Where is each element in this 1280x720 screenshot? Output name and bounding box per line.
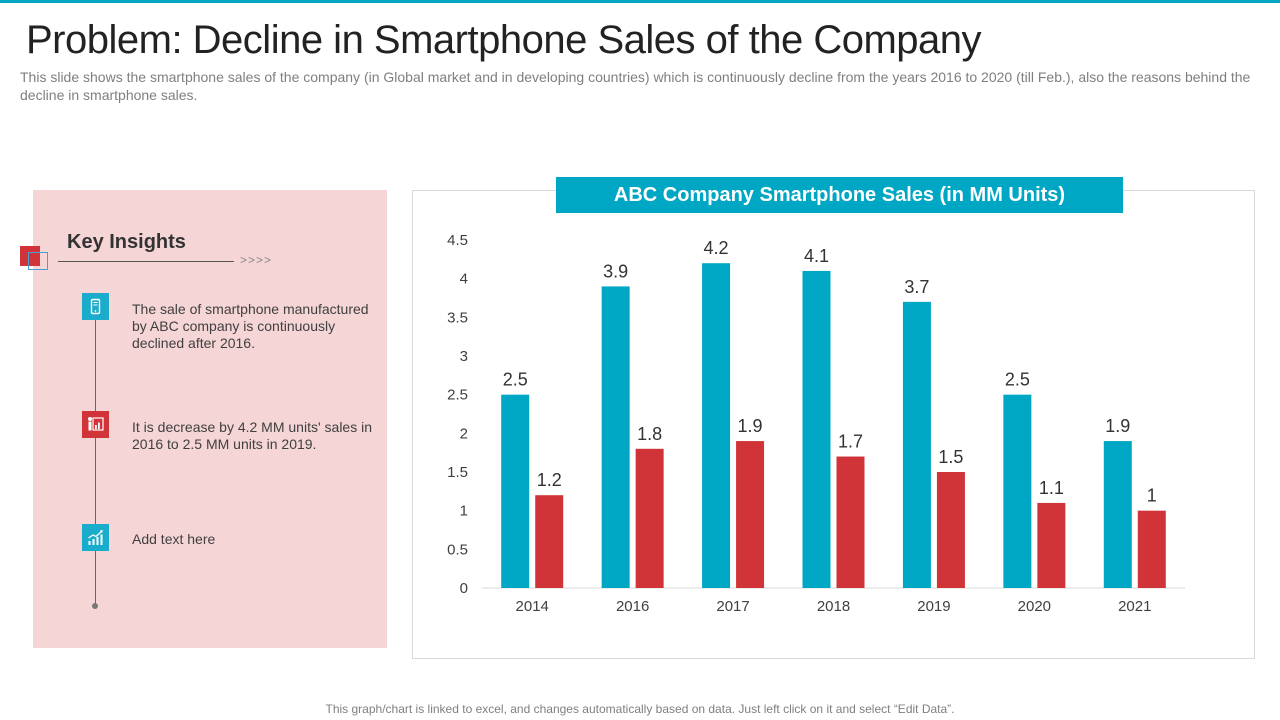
insight-text-2: It is decrease by 4.2 MM units' sales in… bbox=[132, 419, 372, 452]
bar bbox=[635, 448, 664, 588]
timeline-end-dot bbox=[92, 603, 98, 609]
data-label: 1.2 bbox=[537, 470, 562, 490]
y-tick-label: 2.5 bbox=[447, 387, 468, 404]
y-tick-label: 3.5 bbox=[447, 309, 468, 326]
data-label: 3.7 bbox=[904, 277, 929, 297]
bar bbox=[1103, 441, 1132, 588]
bar bbox=[501, 394, 530, 588]
data-label: 3.9 bbox=[603, 261, 628, 281]
chart-title: ABC Company Smartphone Sales (in MM Unit… bbox=[556, 177, 1123, 213]
y-tick-label: 1 bbox=[460, 503, 468, 520]
x-tick-label: 2014 bbox=[516, 598, 549, 615]
data-label: 1.9 bbox=[738, 416, 763, 436]
bar bbox=[535, 495, 564, 588]
data-label: 1.8 bbox=[637, 424, 662, 444]
y-tick-label: 4 bbox=[460, 271, 468, 288]
bar bbox=[1137, 510, 1166, 588]
top-accent-rule bbox=[0, 0, 1280, 3]
x-tick-label: 2018 bbox=[817, 598, 850, 615]
data-label: 4.1 bbox=[804, 246, 829, 266]
insights-timeline bbox=[95, 308, 96, 606]
bar bbox=[902, 301, 931, 588]
smartphone-icon bbox=[82, 293, 109, 320]
bar bbox=[601, 286, 630, 588]
data-label: 1.7 bbox=[838, 432, 863, 452]
y-tick-label: 3 bbox=[460, 348, 468, 365]
y-tick-label: 1.5 bbox=[447, 464, 468, 481]
data-label: 2.5 bbox=[503, 370, 528, 390]
x-tick-label: 2020 bbox=[1018, 598, 1051, 615]
page-subtitle: This slide shows the smartphone sales of… bbox=[20, 69, 1251, 103]
x-tick-label: 2019 bbox=[917, 598, 950, 615]
bar bbox=[702, 263, 731, 588]
bar bbox=[1037, 502, 1066, 588]
bar bbox=[836, 456, 865, 588]
key-insights-divider bbox=[58, 261, 234, 262]
chevrons-icon: >>>> bbox=[240, 253, 273, 267]
x-tick-label: 2021 bbox=[1118, 598, 1151, 615]
data-label: 1.1 bbox=[1039, 478, 1064, 498]
growth-chart-icon bbox=[82, 524, 109, 551]
data-label: 2.5 bbox=[1005, 370, 1030, 390]
key-insights-marker-outline bbox=[28, 252, 48, 270]
bar bbox=[936, 472, 965, 588]
sales-bar-chart: 0 0.5 1 1.5 2 2.5 3 3.5 4 4.5 2014 2.5 1.2 2016 3.9 1.8… bbox=[447, 232, 1185, 615]
key-insights-marker-icon bbox=[20, 246, 40, 266]
y-tick-label: 0.5 bbox=[447, 541, 468, 558]
y-tick-label: 4.5 bbox=[447, 232, 468, 249]
y-tick-label: 0 bbox=[460, 580, 468, 597]
y-tick-label: 2 bbox=[460, 425, 468, 442]
data-label: 1.5 bbox=[938, 447, 963, 467]
x-tick-label: 2017 bbox=[716, 598, 749, 615]
x-tick-label: 2016 bbox=[616, 598, 649, 615]
bar bbox=[1003, 394, 1032, 588]
footer-note: This graph/chart is linked to excel, and… bbox=[325, 702, 955, 716]
data-label: 1 bbox=[1147, 486, 1157, 506]
data-label: 4.2 bbox=[704, 238, 729, 258]
data-label: 1.9 bbox=[1105, 416, 1130, 436]
insight-text-1: The sale of smartphone manufactured by A… bbox=[132, 301, 369, 351]
presenter-chart-icon bbox=[82, 411, 109, 438]
page-title: Problem: Decline in Smartphone Sales of … bbox=[26, 18, 982, 62]
insight-text-3: Add text here bbox=[132, 531, 216, 547]
key-insights-heading: Key Insights bbox=[67, 231, 186, 253]
bar bbox=[736, 441, 765, 588]
bar bbox=[802, 270, 831, 588]
